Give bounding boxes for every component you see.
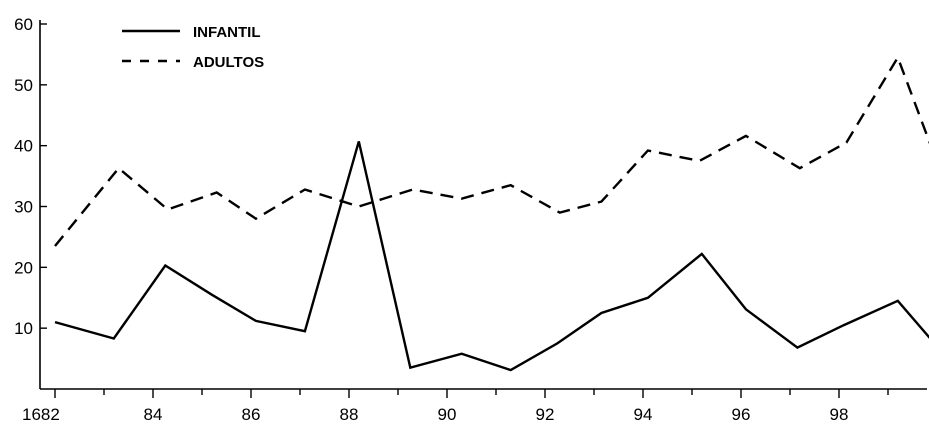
legend-label-adultos: ADULTOS xyxy=(193,54,264,71)
series-layer xyxy=(54,54,929,372)
y-tick-label: 40 xyxy=(14,137,33,156)
x-tick-label: 94 xyxy=(634,405,653,424)
x-tick-label: 88 xyxy=(340,405,359,424)
x-tick-label: 84 xyxy=(144,405,163,424)
axes xyxy=(39,20,927,390)
series-line-infantil xyxy=(54,141,929,372)
legend-label-infantil: INFANTIL xyxy=(193,24,261,41)
x-tick-label: 96 xyxy=(732,405,751,424)
y-tick-label: 60 xyxy=(14,15,33,34)
x-tick-label: 92 xyxy=(536,405,555,424)
x-ticks: 1682 84 86 88 90 92 94 96 98 xyxy=(22,389,889,424)
y-tick-label: 50 xyxy=(14,76,33,95)
x-tick-label: 86 xyxy=(242,405,261,424)
x-tick-label: 1682 xyxy=(22,405,60,424)
legend: INFANTIL ADULTOS xyxy=(122,24,264,71)
x-tick-label: 90 xyxy=(438,405,457,424)
y-tick-label: 30 xyxy=(14,198,33,217)
series-line-adultos xyxy=(54,54,929,247)
y-tick-label: 20 xyxy=(14,258,33,277)
y-ticks: 10 20 30 40 50 60 xyxy=(14,15,47,338)
y-tick-label: 10 xyxy=(14,319,33,338)
x-tick-label: 98 xyxy=(830,405,849,424)
